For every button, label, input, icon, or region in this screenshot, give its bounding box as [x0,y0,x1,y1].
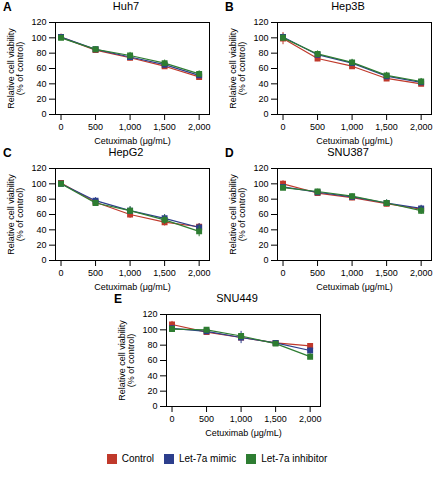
svg-text:0: 0 [281,122,286,132]
svg-text:0: 0 [41,255,46,265]
svg-text:Cetuximab (μg/mL): Cetuximab (μg/mL) [316,282,393,292]
html-text:Let-7a mimic: Let-7a mimic [178,453,237,464]
html-text:Hep3B: Hep3B [331,0,365,12]
html-text:D: D [225,146,234,160]
svg-text:100: 100 [253,33,268,43]
svg-text:80: 80 [36,194,46,204]
svg-text:1,500: 1,500 [375,122,398,132]
svg-text:20: 20 [36,94,46,104]
svg-text:20: 20 [258,94,268,104]
svg-text:120: 120 [253,163,268,173]
html-text:Control: Control [121,453,154,464]
svg-text:1,000: 1,000 [119,268,142,278]
svg-text:60: 60 [36,209,46,219]
svg-text:60: 60 [258,209,268,219]
svg-text:60: 60 [36,63,46,73]
svg-text:20: 20 [258,240,268,250]
svg-text:40: 40 [258,225,268,235]
svg-text:Relative cell viability(% of c: Relative cell viability(% of control) [6,174,25,255]
svg-text:Relative cell viability(% of c: Relative cell viability(% of control) [228,28,247,109]
svg-text:80: 80 [258,48,268,58]
html-text:C: C [3,146,12,160]
svg-text:0: 0 [263,109,268,119]
svg-text:40: 40 [36,79,46,89]
svg-text:0: 0 [170,414,175,424]
svg-text:40: 40 [36,225,46,235]
svg-text:Cetuximab (μg/mL): Cetuximab (μg/mL) [316,136,393,146]
svg-text:60: 60 [258,63,268,73]
svg-text:1,500: 1,500 [375,268,398,278]
svg-text:1,500: 1,500 [264,414,287,424]
svg-text:0: 0 [59,268,64,278]
svg-text:Relative cell viability(% of c: Relative cell viability(% of control) [117,320,136,401]
svg-text:500: 500 [199,414,214,424]
svg-text:80: 80 [258,194,268,204]
svg-text:80: 80 [147,340,157,350]
svg-text:0: 0 [59,122,64,132]
svg-text:100: 100 [31,33,46,43]
svg-text:2,000: 2,000 [188,122,211,132]
svg-text:2,000: 2,000 [188,268,211,278]
svg-text:1,000: 1,000 [341,122,364,132]
svg-text:120: 120 [31,163,46,173]
svg-text:2,000: 2,000 [299,414,322,424]
svg-text:0: 0 [263,255,268,265]
svg-text:120: 120 [31,17,46,27]
svg-text:100: 100 [253,179,268,189]
svg-text:0: 0 [281,268,286,278]
svg-text:20: 20 [36,240,46,250]
svg-text:100: 100 [31,179,46,189]
svg-text:2,000: 2,000 [410,122,433,132]
svg-text:100: 100 [142,325,157,335]
svg-text:1,500: 1,500 [153,122,176,132]
html-text:SNU449: SNU449 [216,292,258,304]
html-text:Huh7: Huh7 [112,0,140,12]
svg-text:40: 40 [147,371,157,381]
svg-text:80: 80 [36,48,46,58]
svg-text:60: 60 [147,355,157,365]
svg-text:500: 500 [310,268,325,278]
svg-text:Cetuximab (μg/mL): Cetuximab (μg/mL) [94,136,171,146]
svg-text:0: 0 [152,401,157,411]
svg-text:1,500: 1,500 [153,268,176,278]
html-text:B: B [225,0,234,14]
html-text:Let-7a inhibitor: Let-7a inhibitor [261,453,328,464]
html-text:E: E [114,292,122,306]
svg-text:Cetuximab (μg/mL): Cetuximab (μg/mL) [94,282,171,292]
svg-text:Cetuximab (μg/mL): Cetuximab (μg/mL) [205,428,282,438]
svg-text:120: 120 [142,309,157,319]
svg-text:2,000: 2,000 [410,268,433,278]
svg-text:500: 500 [88,122,103,132]
svg-text:500: 500 [310,122,325,132]
svg-text:500: 500 [88,268,103,278]
html-text:SNU387: SNU387 [327,146,369,158]
html-text:A: A [3,0,12,14]
svg-text:1,000: 1,000 [230,414,253,424]
html-text:HepG2: HepG2 [108,146,144,158]
svg-text:Relative cell viability(% of c: Relative cell viability(% of control) [228,174,247,255]
svg-text:1,000: 1,000 [119,122,142,132]
svg-text:20: 20 [147,386,157,396]
svg-text:0: 0 [41,109,46,119]
svg-text:120: 120 [253,17,268,27]
svg-text:1,000: 1,000 [341,268,364,278]
svg-text:40: 40 [258,79,268,89]
svg-text:Relative cell viability(% of c: Relative cell viability(% of control) [6,28,25,109]
